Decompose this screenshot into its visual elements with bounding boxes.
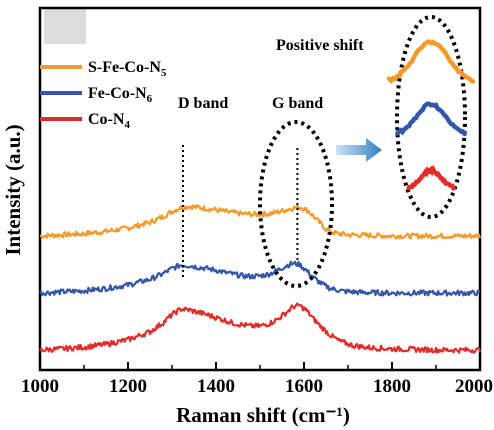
band-markers — [182, 145, 299, 280]
positive-shift-label: Positive shift — [276, 37, 364, 54]
x-tick-label-2000: 2000 — [455, 376, 493, 397]
y-axis-label: Intensity (a.u.) — [1, 124, 25, 255]
inset-peak-3 — [406, 164, 456, 191]
series-line-3 — [39, 302, 482, 354]
d-band-label: D band — [178, 95, 228, 112]
positive-shift-arrow — [336, 138, 382, 162]
g-band-ellipse — [258, 120, 334, 288]
inset-peak-2 — [395, 101, 467, 137]
corner-swatch — [44, 8, 86, 44]
x-tick-label-1000: 1000 — [21, 376, 59, 397]
x-axis: 1000 1200 1400 1600 1800 2000 — [21, 362, 493, 397]
legend-label-2: Fe-Co-N6 — [88, 85, 153, 105]
legend: S-Fe-Co-N5 Fe-Co-N6 Co-N4 — [40, 59, 167, 131]
x-tick-label-1200: 1200 — [109, 376, 147, 397]
series-line-2 — [39, 260, 481, 297]
x-tick-label-1400: 1400 — [197, 376, 235, 397]
x-tick-label-1800: 1800 — [373, 376, 411, 397]
inset-ellipse — [395, 15, 467, 219]
x-tick-label-1600: 1600 — [285, 376, 323, 397]
legend-label-3: Co-N4 — [88, 111, 130, 131]
x-axis-label: Raman shift (cm⁻¹) — [176, 403, 350, 427]
series-line-1 — [39, 204, 482, 240]
legend-label-1: S-Fe-Co-N5 — [88, 59, 167, 79]
g-band-label: G band — [272, 95, 323, 112]
series-layer — [39, 204, 482, 354]
inset-peak-1 — [386, 39, 476, 85]
inset-peaks — [386, 39, 476, 191]
